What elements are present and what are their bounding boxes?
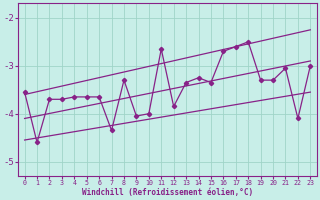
X-axis label: Windchill (Refroidissement éolien,°C): Windchill (Refroidissement éolien,°C) bbox=[82, 188, 253, 197]
